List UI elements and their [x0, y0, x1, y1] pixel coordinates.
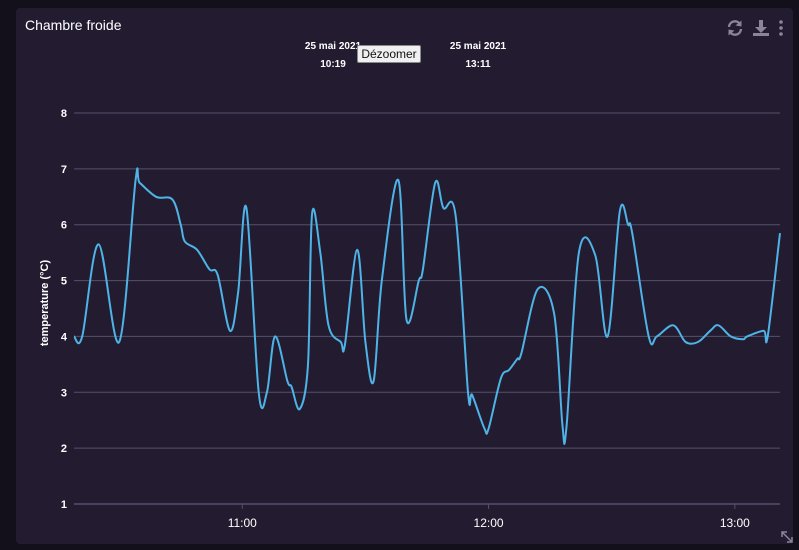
y-tick-label: 4	[61, 331, 68, 343]
x-axis-ticks: 11:00 12:00 13:00	[228, 504, 750, 530]
y-tick-label: 3	[61, 387, 67, 399]
x-tick-label: 11:00	[228, 516, 257, 530]
y-tick-label: 8	[61, 108, 67, 120]
y-axis-ticks: 1 2 3 4 5 6 7 8	[61, 108, 68, 511]
series-group	[74, 168, 780, 443]
grid-lines	[74, 113, 780, 448]
y-tick-label: 2	[61, 443, 67, 455]
resize-handle-icon[interactable]	[779, 529, 795, 545]
series-line-temperature[interactable]	[74, 168, 780, 443]
y-tick-label: 7	[61, 164, 67, 176]
y-tick-label: 1	[61, 499, 67, 511]
x-tick-label: 13:00	[720, 516, 750, 530]
y-tick-label: 5	[61, 276, 67, 288]
x-tick-label: 12:00	[474, 516, 504, 530]
y-tick-label: 6	[61, 220, 67, 232]
y-axis-label: temperature (°C)	[39, 260, 51, 347]
